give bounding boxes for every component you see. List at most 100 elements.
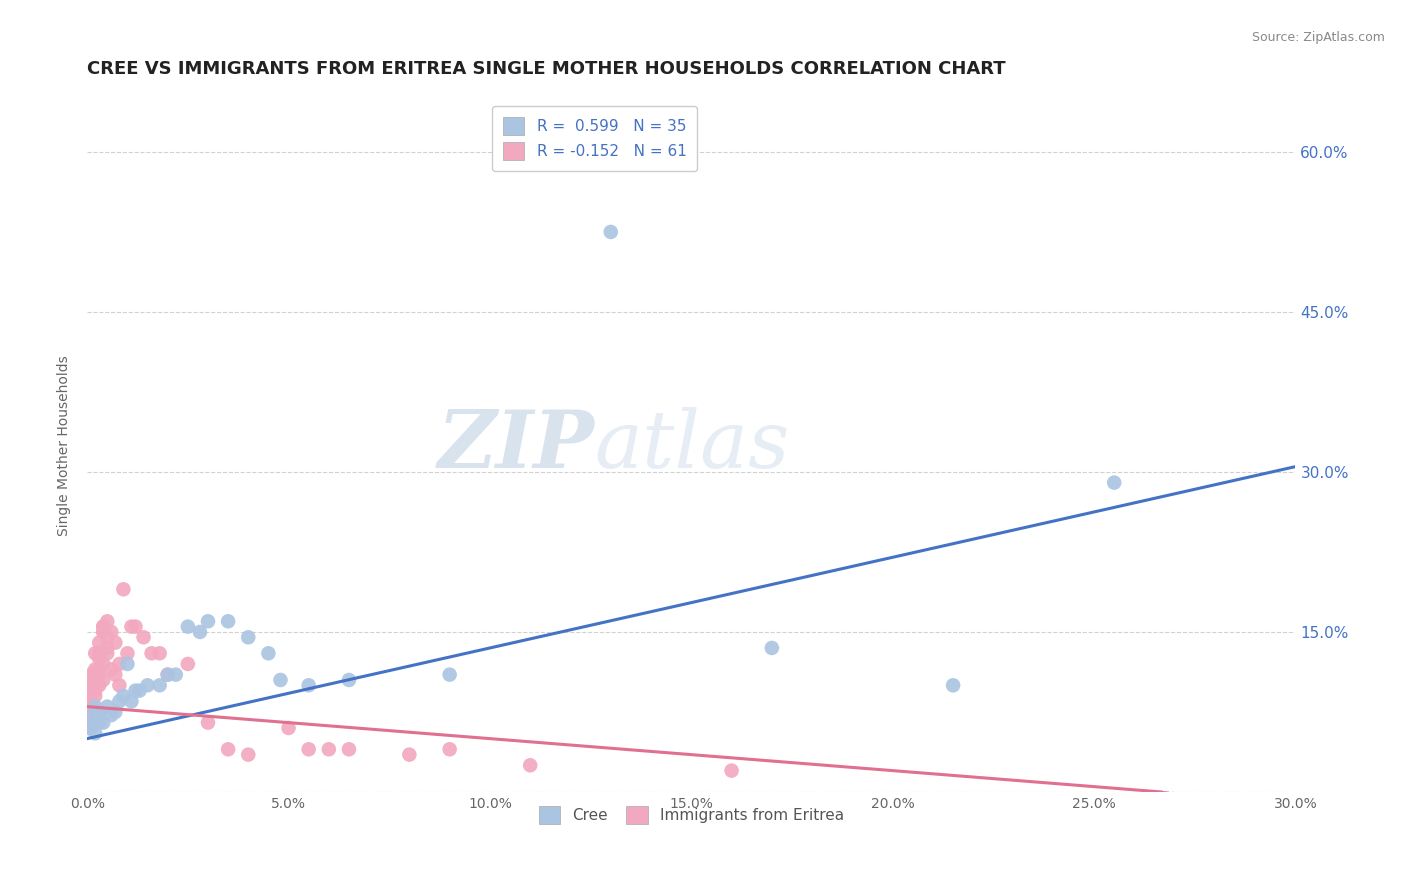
Point — [238, 630, 260, 644]
Point — [942, 678, 965, 692]
Point — [197, 715, 219, 730]
Point — [91, 657, 114, 671]
Point — [156, 667, 179, 681]
Point — [761, 640, 783, 655]
Point — [89, 678, 111, 692]
Point — [80, 678, 103, 692]
Point — [177, 657, 200, 671]
Point — [337, 742, 360, 756]
Legend: Cree, Immigrants from Eritrea: Cree, Immigrants from Eritrea — [530, 797, 853, 833]
Text: Source: ZipAtlas.com: Source: ZipAtlas.com — [1251, 31, 1385, 45]
Point — [80, 694, 103, 708]
Point — [439, 667, 461, 681]
Point — [298, 678, 321, 692]
Point — [257, 646, 280, 660]
Point — [80, 689, 103, 703]
Point — [136, 678, 159, 692]
Point — [76, 710, 98, 724]
Text: CREE VS IMMIGRANTS FROM ERITREA SINGLE MOTHER HOUSEHOLDS CORRELATION CHART: CREE VS IMMIGRANTS FROM ERITREA SINGLE M… — [87, 60, 1005, 78]
Point — [298, 742, 321, 756]
Point — [84, 646, 107, 660]
Point — [84, 673, 107, 687]
Point — [1102, 475, 1125, 490]
Point — [80, 678, 103, 692]
Point — [337, 673, 360, 687]
Point — [120, 619, 142, 633]
Point — [84, 699, 107, 714]
Point — [439, 742, 461, 756]
Point — [112, 582, 135, 597]
Point — [104, 635, 127, 649]
Point — [96, 646, 118, 660]
Y-axis label: Single Mother Households: Single Mother Households — [58, 355, 72, 536]
Point — [108, 678, 131, 692]
Point — [91, 624, 114, 639]
Point — [519, 758, 541, 772]
Point — [217, 742, 239, 756]
Point — [96, 615, 118, 629]
Text: atlas: atlas — [595, 407, 790, 484]
Point — [80, 683, 103, 698]
Point — [128, 683, 150, 698]
Point — [132, 630, 155, 644]
Point — [80, 694, 103, 708]
Point — [96, 640, 118, 655]
Point — [188, 624, 211, 639]
Point — [80, 721, 103, 735]
Point — [141, 646, 163, 660]
Point — [124, 619, 146, 633]
Point — [398, 747, 420, 762]
Point — [149, 678, 172, 692]
Point — [104, 705, 127, 719]
Point — [149, 646, 172, 660]
Point — [100, 624, 122, 639]
Point — [599, 225, 621, 239]
Point — [91, 673, 114, 687]
Point — [80, 667, 103, 681]
Point — [269, 673, 291, 687]
Point — [117, 657, 139, 671]
Point — [84, 667, 107, 681]
Point — [108, 694, 131, 708]
Point — [80, 710, 103, 724]
Point — [720, 764, 742, 778]
Point — [89, 705, 111, 719]
Point — [89, 710, 111, 724]
Point — [89, 715, 111, 730]
Point — [89, 667, 111, 681]
Point — [100, 662, 122, 676]
Point — [84, 662, 107, 676]
Point — [165, 667, 187, 681]
Point — [277, 721, 299, 735]
Point — [108, 657, 131, 671]
Point — [217, 615, 239, 629]
Point — [89, 662, 111, 676]
Point — [91, 715, 114, 730]
Point — [197, 615, 219, 629]
Point — [91, 619, 114, 633]
Point — [96, 699, 118, 714]
Point — [117, 646, 139, 660]
Point — [120, 694, 142, 708]
Point — [89, 646, 111, 660]
Point — [80, 683, 103, 698]
Point — [84, 683, 107, 698]
Text: ZIP: ZIP — [437, 407, 595, 484]
Point — [84, 726, 107, 740]
Point — [91, 619, 114, 633]
Point — [318, 742, 340, 756]
Point — [84, 689, 107, 703]
Point — [104, 667, 127, 681]
Point — [238, 747, 260, 762]
Point — [100, 708, 122, 723]
Point — [84, 678, 107, 692]
Point — [91, 624, 114, 639]
Point — [89, 651, 111, 665]
Point — [84, 678, 107, 692]
Point — [156, 667, 179, 681]
Point — [80, 699, 103, 714]
Point — [89, 635, 111, 649]
Point — [76, 721, 98, 735]
Point — [177, 619, 200, 633]
Point — [112, 689, 135, 703]
